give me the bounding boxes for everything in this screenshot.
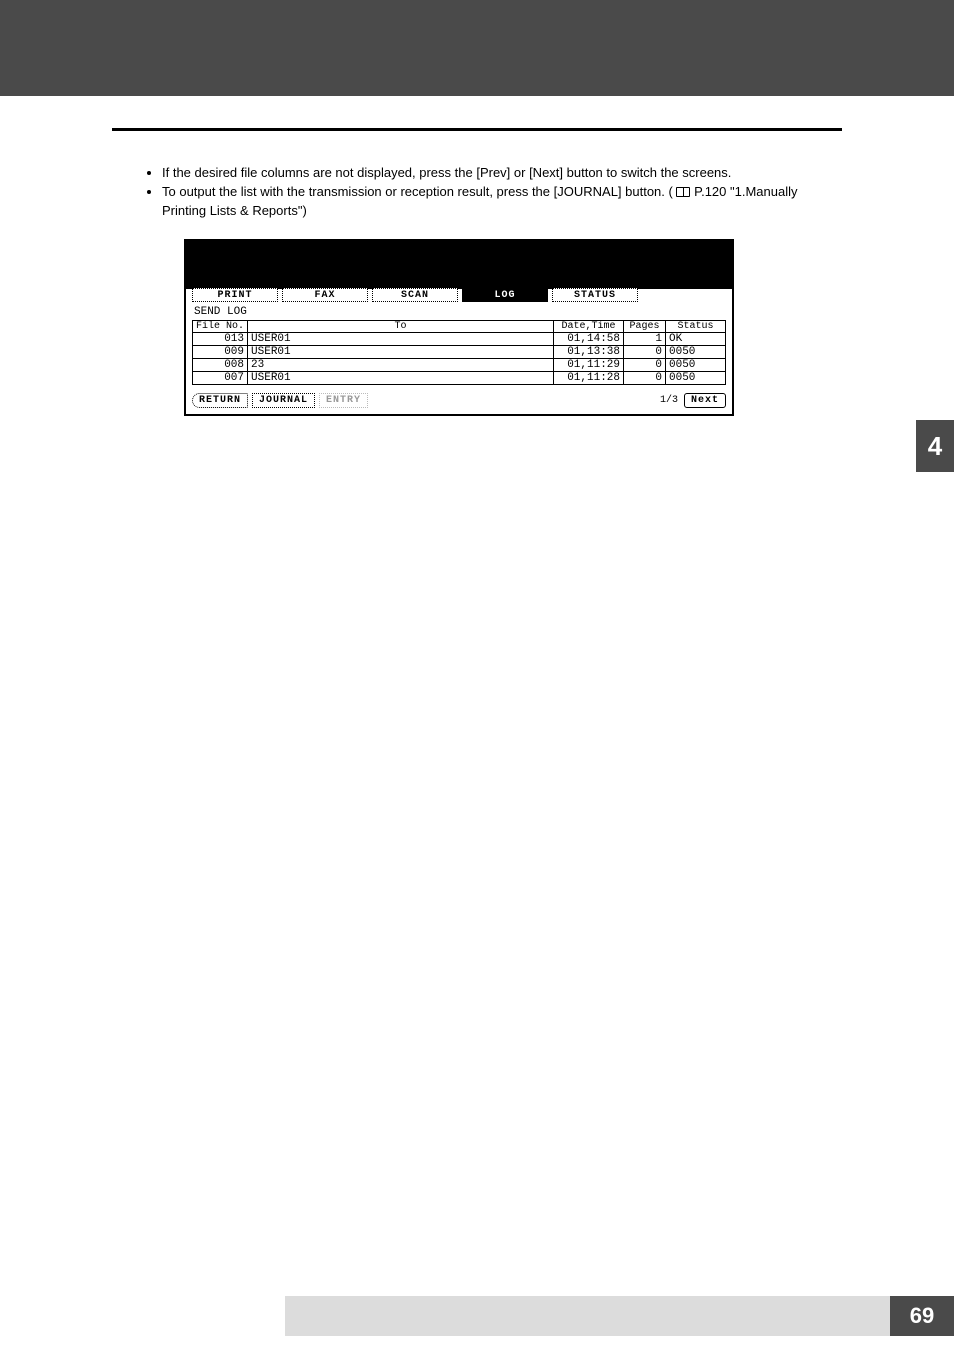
table-row[interactable]: 0082301,11:2900050 xyxy=(193,358,726,371)
cell-file: 007 xyxy=(193,371,248,384)
tab-status[interactable]: STATUS xyxy=(552,288,638,302)
content-area: If the desired file columns are not disp… xyxy=(148,164,842,416)
tab-print[interactable]: PRINT xyxy=(192,288,278,302)
next-button[interactable]: Next xyxy=(684,393,726,408)
tab-log[interactable]: LOG xyxy=(462,288,548,302)
footer-bar xyxy=(285,1296,954,1336)
tip-text: If the desired file columns are not disp… xyxy=(162,165,731,180)
col-file-header: File No. xyxy=(193,320,248,332)
cell-pages: 0 xyxy=(624,345,666,358)
table-header-row: File No. To Date,Time Pages Status xyxy=(193,320,726,332)
cell-datetime: 01,11:29 xyxy=(554,358,624,371)
screenshot-top-blackbar xyxy=(186,241,732,289)
tab-scan[interactable]: SCAN xyxy=(372,288,458,302)
log-table: File No. To Date,Time Pages Status 013US… xyxy=(192,320,726,385)
horizontal-rule xyxy=(112,128,842,131)
device-screenshot: PRINT FAX SCAN LOG STATUS SEND LOG File … xyxy=(184,239,734,416)
screen-subtitle: SEND LOG xyxy=(194,306,726,318)
cell-to: USER01 xyxy=(248,332,554,345)
cell-pages: 0 xyxy=(624,371,666,384)
col-datetime-header: Date,Time xyxy=(554,320,624,332)
cell-datetime: 01,13:38 xyxy=(554,345,624,358)
page-indicator: 1/3 xyxy=(660,395,678,406)
cell-pages: 0 xyxy=(624,358,666,371)
pager: 1/3 Next xyxy=(660,393,726,408)
book-icon xyxy=(676,187,690,197)
tip-text: To output the list with the transmission… xyxy=(162,184,673,199)
cell-to: USER01 xyxy=(248,371,554,384)
tab-fax[interactable]: FAX xyxy=(282,288,368,302)
table-row[interactable]: 013USER0101,14:581OK xyxy=(193,332,726,345)
cell-status: 0050 xyxy=(666,371,726,384)
tip-item: To output the list with the transmission… xyxy=(162,183,842,221)
cell-file: 008 xyxy=(193,358,248,371)
col-status-header: Status xyxy=(666,320,726,332)
cell-status: 0050 xyxy=(666,345,726,358)
cell-status: OK xyxy=(666,332,726,345)
cell-to: 23 xyxy=(248,358,554,371)
return-button[interactable]: RETURN xyxy=(192,393,248,408)
tip-list: If the desired file columns are not disp… xyxy=(148,164,842,221)
entry-button[interactable]: ENTRY xyxy=(319,393,368,408)
table-row[interactable]: 007USER0101,11:2800050 xyxy=(193,371,726,384)
tab-spacer xyxy=(642,288,726,302)
cell-file: 009 xyxy=(193,345,248,358)
col-pages-header: Pages xyxy=(624,320,666,332)
table-row[interactable]: 009USER0101,13:3800050 xyxy=(193,345,726,358)
page-number: 69 xyxy=(890,1296,954,1336)
journal-button[interactable]: JOURNAL xyxy=(252,393,315,408)
bottom-controls: RETURN JOURNAL ENTRY 1/3 Next xyxy=(192,393,726,408)
tab-strip: PRINT FAX SCAN LOG STATUS xyxy=(192,288,726,302)
cell-pages: 1 xyxy=(624,332,666,345)
cell-datetime: 01,14:58 xyxy=(554,332,624,345)
cell-status: 0050 xyxy=(666,358,726,371)
header-band xyxy=(0,0,954,108)
cell-file: 013 xyxy=(193,332,248,345)
cell-datetime: 01,11:28 xyxy=(554,371,624,384)
col-to-header: To xyxy=(248,320,554,332)
chapter-tab: 4 xyxy=(916,420,954,472)
cell-to: USER01 xyxy=(248,345,554,358)
tip-item: If the desired file columns are not disp… xyxy=(162,164,842,183)
